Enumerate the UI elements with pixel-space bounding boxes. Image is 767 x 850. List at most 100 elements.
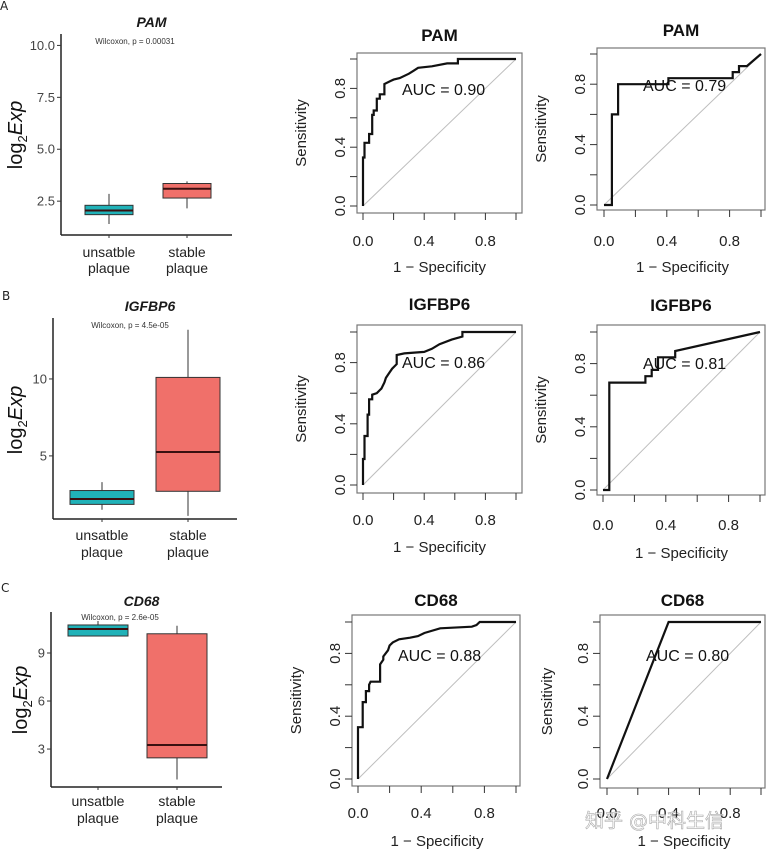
watermark-text: 知乎 @中科生信 [585,810,724,832]
box-iqr [155,376,221,492]
roc-igfbp6-training: IGFBP6 0.0 0.4 0.8 0.0 0.4 0.8 1 − Specificity S… [293,295,523,556]
wilcoxon-pvalue: Wilcoxon, p = 2.6e-05 [81,613,159,622]
x-axis-label: 1 − Specificity [393,539,486,556]
x-tick-label: 0.4 [656,233,677,250]
roc-cd68-training: CD68 0.0 0.4 0.8 0.0 0.4 0.8 1 − Specificity Sen… [288,591,521,850]
plot-frame [356,52,523,214]
y-tick-label: 0.0 [572,195,589,216]
x-tick-label: 0.4 [414,512,435,529]
y-tick-label: 0.8 [575,643,592,664]
y-tick-label: 0.4 [572,416,589,437]
x-category-label: plaque [88,260,130,276]
x-tick-label: 0.8 [718,517,739,534]
x-tick-label: 0.0 [593,517,614,534]
x-category-label: stable [158,793,196,809]
box-iqr [67,624,129,637]
x-tick-label: 0.0 [597,805,618,822]
x-axis-label: 1 − Specificity [391,833,484,850]
roc-pam-validation: PAM 0.0 0.4 0.8 0.0 0.4 0.8 1 − Specificity Sens… [533,21,766,276]
roc-curve [356,620,516,779]
x-axis-label: 1 − Specificity [636,259,729,276]
auc-label: AUC = 0.90 [402,82,485,99]
y-tick-label: 9 [38,645,45,660]
x-tick-label: 0.8 [720,805,741,822]
panel-letter-a: A [0,0,9,13]
x-tick-label: 0.0 [353,233,374,250]
y-axis-label: Sensitivity [539,667,556,735]
y-axis-label-tail: Exp [5,101,27,135]
roc-title: CD68 [414,591,457,610]
y-axis-label-subscript: 2 [20,700,35,707]
y-tick-label: 5.0 [37,142,55,157]
x-tick-label: 0.8 [475,512,496,529]
roc-title: PAM [663,21,700,40]
x-category-label: plaque [167,544,209,560]
y-tick-label: 0.4 [327,706,344,727]
plot-frame [599,614,766,789]
x-category-label: stable [168,244,206,260]
y-tick-label: 0.8 [572,74,589,95]
box-iqr [69,490,135,505]
x-category-label: plaque [166,260,208,276]
y-tick-label: 0.0 [332,475,349,496]
box-unstable [67,620,129,637]
plot-frame [596,47,766,211]
roc-curve [605,620,761,780]
boxplot-title: CD68 [124,593,160,609]
y-tick-label: 0.4 [572,134,589,155]
roc-title: IGFBP6 [650,296,711,315]
x-category-label: unsatble [72,793,125,809]
auc-label: AUC = 0.79 [643,78,726,95]
y-tick-label: 0.8 [327,643,344,664]
roc-title: CD68 [661,591,704,610]
y-tick-label: 0.4 [575,706,592,727]
y-axis-label-subscript: 2 [15,420,30,427]
y-axis-label: log2Exp [5,101,30,169]
y-tick-label: 5 [40,448,47,463]
auc-label: AUC = 0.88 [398,648,481,665]
y-axis-label: Sensitivity [533,376,550,444]
y-tick-label: 10.0 [30,38,55,53]
y-axis-label-subscript: 2 [15,135,30,142]
auc-label: AUC = 0.81 [643,356,726,373]
y-axis-label: log2Exp [5,386,30,454]
boxplot-title: IGFBP6 [125,298,176,314]
panel-letter-b: B [2,289,10,303]
roc-curve [361,330,516,485]
x-tick-label: 0.8 [474,805,495,822]
x-category-label: stable [169,527,207,543]
x-tick-label: 0.0 [353,512,374,529]
y-axis-label-tail: Exp [5,386,27,420]
y-tick-label: 3 [38,742,45,757]
x-axis-label: 1 − Specificity [393,259,486,276]
boxplot-title: PAM [136,14,166,30]
x-tick-label: 0.4 [411,805,432,822]
y-tick-label: 0.0 [327,769,344,790]
auc-label: AUC = 0.86 [402,355,485,372]
y-axis-label-tail: Exp [10,666,32,700]
y-tick-label: 0.8 [572,353,589,374]
y-tick-label: 0.4 [332,137,349,158]
box-stable [146,625,208,780]
x-tick-label: 0.4 [414,233,435,250]
x-tick-label: 0.8 [475,233,496,250]
x-tick-label: 0.8 [719,233,740,250]
auc-label: AUC = 0.80 [646,648,729,665]
roc-cd68-validation: CD68 0.0 0.4 0.8 0.0 0.4 0.8 1 − Specificity Sen… [539,591,766,850]
box-unstable [84,193,134,224]
roc-title: IGFBP6 [409,295,470,314]
roc-pam-training: PAM 0.0 0.4 0.8 0.0 0.4 0.8 1 − Specificity Sens… [293,26,523,276]
y-tick-label: 0.0 [572,480,589,501]
y-axis-label-main: log [10,708,32,735]
y-tick-label: 0.4 [332,413,349,434]
wilcoxon-pvalue: Wilcoxon, p = 4.5e-05 [91,321,169,330]
box-iqr [162,183,212,199]
wilcoxon-pvalue: Wilcoxon, p = 0.00031 [95,37,175,46]
y-tick-label: 7.5 [37,90,55,105]
x-category-label: plaque [81,544,123,560]
panel-letter-c: C [1,581,9,595]
box-unstable [69,482,135,510]
boxplot-pam: PAM Wilcoxon, p = 0.00031 2.5 5.0 7.5 10.0 log… [5,14,232,276]
